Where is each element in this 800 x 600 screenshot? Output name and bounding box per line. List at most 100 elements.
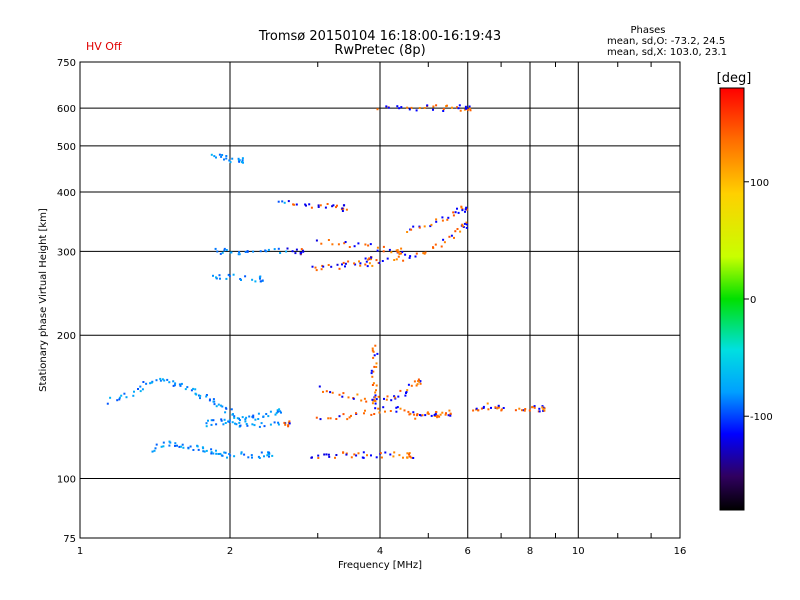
data-point [426, 412, 429, 415]
data-point [287, 425, 290, 428]
data-point [225, 249, 228, 251]
data-point [244, 420, 247, 423]
data-point [213, 403, 216, 406]
data-point [327, 453, 330, 456]
data-point [442, 238, 445, 241]
data-point [466, 107, 469, 110]
data-point [330, 265, 333, 268]
data-point [487, 408, 490, 411]
data-point [329, 391, 332, 394]
data-point [242, 161, 244, 164]
data-point [331, 391, 334, 394]
data-point [412, 225, 415, 228]
data-point [246, 424, 249, 427]
data-point [217, 403, 220, 406]
data-point [377, 395, 380, 398]
data-point [386, 395, 389, 398]
data-point [373, 413, 376, 415]
y-tick-label: 400 [57, 188, 76, 199]
data-point [302, 250, 305, 253]
data-point [332, 204, 335, 207]
data-point [277, 423, 280, 426]
data-point [382, 406, 385, 409]
data-point [337, 243, 340, 246]
data-point [226, 456, 228, 459]
data-point [390, 251, 393, 254]
data-point [176, 444, 178, 447]
data-point [358, 260, 360, 263]
data-point [393, 259, 396, 261]
data-point [416, 414, 418, 417]
data-point [353, 245, 356, 248]
data-point [521, 409, 523, 412]
colorbar-tick-label: -100 [750, 412, 773, 423]
data-point [235, 423, 238, 426]
data-point [375, 384, 378, 387]
data-point [459, 230, 462, 233]
data-point [433, 414, 436, 416]
data-point [447, 216, 450, 219]
data-point [423, 252, 426, 255]
data-point [262, 415, 265, 418]
data-point [415, 384, 418, 387]
data-point [263, 425, 266, 428]
data-point [223, 451, 226, 454]
data-point [363, 412, 365, 415]
data-point [533, 405, 536, 408]
data-point [259, 280, 262, 283]
data-point [259, 250, 262, 253]
data-point [220, 155, 223, 158]
data-point [364, 409, 366, 412]
data-point [368, 262, 371, 265]
data-point [450, 234, 453, 237]
data-point [373, 365, 376, 368]
data-point [322, 390, 324, 393]
data-point [368, 257, 371, 260]
phase-stats-o: mean, sd,O: -73.2, 24.5 [607, 36, 725, 47]
data-point [404, 253, 407, 256]
data-point [223, 418, 226, 421]
data-point [370, 369, 373, 372]
data-point [139, 390, 142, 393]
data-point [273, 248, 276, 251]
data-point [342, 451, 345, 454]
data-point [344, 241, 347, 243]
data-point [205, 449, 208, 452]
data-point [267, 248, 270, 251]
data-point [319, 204, 322, 207]
data-point [465, 226, 468, 229]
data-point [541, 406, 544, 409]
data-point [288, 422, 291, 425]
data-point [279, 252, 282, 254]
data-point [168, 381, 171, 384]
data-point [419, 380, 422, 383]
data-point [155, 379, 158, 382]
data-point [366, 265, 369, 268]
data-point [304, 203, 307, 206]
data-point [258, 425, 261, 428]
y-tick-label: 100 [57, 475, 76, 486]
data-point [422, 252, 425, 255]
data-point [362, 451, 365, 454]
data-point [402, 259, 405, 262]
data-point [518, 407, 521, 410]
data-point [205, 425, 208, 428]
data-point [379, 452, 382, 455]
data-point [538, 410, 541, 413]
data-point [430, 223, 433, 226]
data-point [405, 392, 407, 394]
data-point [286, 247, 289, 250]
data-point [335, 206, 337, 209]
data-point [371, 264, 374, 267]
data-point [153, 449, 156, 452]
data-point [238, 421, 241, 424]
data-point [260, 451, 263, 454]
data-point [402, 456, 404, 459]
data-point [542, 406, 545, 409]
data-point [436, 414, 439, 417]
data-point [375, 389, 377, 392]
data-point [386, 257, 389, 260]
data-point [196, 445, 199, 448]
data-point [221, 454, 224, 457]
data-point [233, 415, 236, 418]
